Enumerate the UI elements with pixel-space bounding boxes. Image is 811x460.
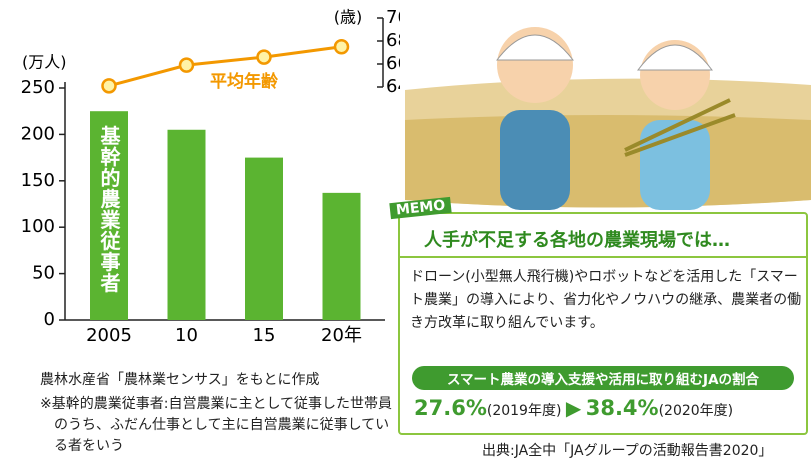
y-tick-label: 50 <box>32 263 55 284</box>
farmer <box>640 120 710 210</box>
illustration <box>400 0 811 210</box>
bar <box>168 130 206 320</box>
y2-tick-label: 66 <box>386 53 400 74</box>
chart: (万人) (歳) 0 50 100 150 200 250 64666870 2005 10 15… <box>0 0 400 345</box>
y-tick-label: 150 <box>21 170 55 191</box>
source: 農林水産省「農林業センサス」をもとに作成 <box>40 370 319 391</box>
series-label: 基幹的農業従事者 <box>97 125 121 293</box>
age-point <box>258 51 271 64</box>
farmer <box>500 110 570 210</box>
citation: 出典:JA全中「JAグループの活動報告書2020」 <box>482 440 772 460</box>
hat <box>638 45 712 70</box>
y-tick-label: 250 <box>21 77 55 98</box>
memo-stats: 27.6%(2019年度) ▶ 38.4%(2020年度) <box>414 396 733 420</box>
age-point <box>103 79 116 92</box>
memo-box: MEMO 人手が不足する各地の農業現場では… ドローン(小型無人飛行機)やロボッ… <box>398 212 808 435</box>
age-point <box>335 40 348 53</box>
y2-tick-label: 64 <box>386 76 400 97</box>
x-tick-label: 10 <box>175 325 198 345</box>
field <box>405 115 811 208</box>
arrow: ▶ <box>566 396 581 420</box>
memo-pill: スマート農業の導入支援や活用に取り組むJAの割合 <box>412 366 794 390</box>
y-tick-label: 0 <box>44 309 55 330</box>
bar <box>323 193 361 320</box>
stat-year: (2020年度) <box>659 403 734 419</box>
y-tick-label: 200 <box>21 123 55 144</box>
memo-body: ドローン(小型無人飛行機)やロボットなどを活用した「スマート農業」の導入により、… <box>410 266 804 335</box>
series-label: 平均年齢 <box>210 71 279 92</box>
x-tick-label: 20年 <box>321 325 362 345</box>
x-tick-label: 15 <box>253 325 276 345</box>
stat: 38.4% <box>586 396 659 420</box>
y2-tick-label: 68 <box>386 30 400 51</box>
stat: 27.6% <box>414 396 487 420</box>
bar <box>245 158 283 320</box>
y-tick-label: 100 <box>21 216 55 237</box>
x-tick-label: 2005 <box>86 325 132 345</box>
y2-tick-label: 70 <box>386 7 400 28</box>
y-unit: (万人) <box>22 53 67 72</box>
stat-year: (2019年度) <box>487 403 562 419</box>
memo-title: 人手が不足する各地の農業現場では… <box>400 226 806 258</box>
y2-unit: (歳) <box>334 8 363 27</box>
age-point <box>180 59 193 72</box>
definition: ※基幹的農業従事者:自営農業に主として従事した世帯員のうち、ふだん仕事として主に… <box>40 394 394 457</box>
page: (万人) (歳) 0 50 100 150 200 250 64666870 2005 10 15… <box>0 0 811 460</box>
